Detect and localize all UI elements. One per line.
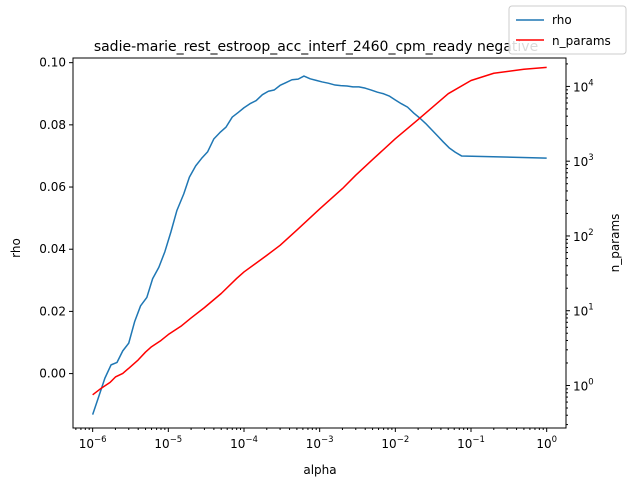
legend: rho n_params	[508, 5, 627, 55]
x-tick-label: 10−3	[306, 435, 334, 451]
y2-tick-label: 101	[573, 303, 594, 319]
y-axis-label: rho	[9, 238, 23, 258]
plot-frame	[72, 57, 567, 429]
y-tick-label: 0.10	[39, 56, 66, 70]
y-tick-label: 0.06	[39, 180, 66, 194]
legend-label-rho: rho	[552, 13, 572, 27]
y-axis-right: 100 101 102 103 104	[566, 63, 594, 426]
y-tick-label: 0.02	[39, 304, 66, 318]
y2-tick-label: 103	[573, 153, 594, 169]
x-axis-label: alpha	[303, 463, 336, 477]
y-tick-label: 0.04	[39, 242, 66, 256]
y2-tick-label: 104	[573, 78, 594, 94]
x-axis: 10−6 10−5 10−4 10−3 10−2 10−1 100	[75, 428, 557, 451]
series-layer	[91, 66, 547, 415]
x-tick-label: 10−4	[230, 435, 258, 451]
y-tick-label: 0.08	[39, 118, 66, 132]
x-tick-label: 10−5	[154, 435, 182, 451]
series-line-n-params	[92, 66, 547, 396]
x-tick-label: 10−1	[457, 435, 485, 451]
x-tick-label: 10−6	[79, 435, 107, 451]
y2-tick-label: 102	[573, 228, 594, 244]
y2-axis-label: n_params	[608, 214, 622, 273]
legend-label-n-params: n_params	[552, 34, 611, 48]
y-axis-left: 0.00 0.02 0.04 0.06 0.08 0.10	[39, 56, 73, 381]
x-tick-label: 100	[536, 435, 557, 451]
y-tick-label: 0.00	[39, 367, 66, 381]
y2-tick-label: 100	[573, 377, 594, 393]
series-line-rho	[91, 75, 547, 415]
chart-title: sadie-marie_rest_estroop_acc_interf_2460…	[94, 39, 538, 55]
x-tick-label: 10−2	[381, 435, 409, 451]
legend-box	[508, 5, 627, 55]
